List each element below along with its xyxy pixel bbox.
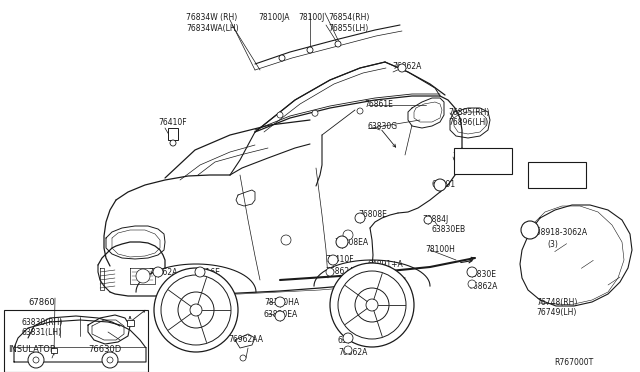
Text: 78100HA: 78100HA xyxy=(264,298,299,307)
Text: 63830(RH): 63830(RH) xyxy=(22,318,63,327)
Text: 76895(RH): 76895(RH) xyxy=(448,108,490,117)
Text: 63831(LH): 63831(LH) xyxy=(22,328,62,337)
Text: 76862A: 76862A xyxy=(468,282,497,291)
Text: 76861E: 76861E xyxy=(364,100,393,109)
Circle shape xyxy=(153,267,163,277)
Text: INSULATOR: INSULATOR xyxy=(8,345,56,354)
Text: 78100J: 78100J xyxy=(298,13,324,22)
Text: 76808EA: 76808EA xyxy=(334,238,368,247)
Text: (3): (3) xyxy=(547,240,558,249)
Circle shape xyxy=(335,41,341,47)
Text: 76808E: 76808E xyxy=(358,210,387,219)
Bar xyxy=(51,348,57,353)
Circle shape xyxy=(275,311,285,321)
Circle shape xyxy=(136,269,150,283)
Text: 78852P: 78852P xyxy=(540,182,568,191)
Text: 76410F: 76410F xyxy=(158,118,187,127)
Circle shape xyxy=(343,333,353,343)
Circle shape xyxy=(330,263,414,347)
Circle shape xyxy=(343,230,353,240)
Text: 76855(LH): 76855(LH) xyxy=(328,24,368,33)
Text: 78100H: 78100H xyxy=(425,245,455,254)
Circle shape xyxy=(281,235,291,245)
Circle shape xyxy=(275,297,285,307)
Text: 76962AA: 76962AA xyxy=(228,335,263,344)
Circle shape xyxy=(240,355,246,361)
Text: 76748(RH): 76748(RH) xyxy=(536,298,577,307)
Text: R767000T: R767000T xyxy=(554,358,593,367)
Circle shape xyxy=(307,47,313,53)
Circle shape xyxy=(434,179,446,191)
Circle shape xyxy=(328,255,338,265)
Circle shape xyxy=(154,268,238,352)
Text: 76896(LH): 76896(LH) xyxy=(448,118,488,127)
Circle shape xyxy=(178,292,214,328)
Circle shape xyxy=(336,236,348,248)
Text: 76805M: 76805M xyxy=(452,152,483,161)
Text: 76630D: 76630D xyxy=(88,345,121,354)
Circle shape xyxy=(344,346,352,354)
Circle shape xyxy=(468,280,476,288)
Text: 63830EB: 63830EB xyxy=(432,225,466,234)
Text: N08918-3062A: N08918-3062A xyxy=(530,228,587,237)
Circle shape xyxy=(277,112,283,118)
Circle shape xyxy=(107,357,113,363)
Circle shape xyxy=(170,140,176,146)
Bar xyxy=(454,148,512,174)
Text: 76862A: 76862A xyxy=(325,267,355,276)
Bar xyxy=(4,310,148,372)
Text: 76862A: 76862A xyxy=(392,62,421,71)
Bar xyxy=(528,162,586,188)
Circle shape xyxy=(355,213,365,223)
Text: 64891: 64891 xyxy=(432,180,456,189)
Bar xyxy=(168,128,178,140)
Bar xyxy=(127,320,134,326)
Text: N: N xyxy=(527,225,534,234)
Circle shape xyxy=(366,299,378,311)
Text: 63830E: 63830E xyxy=(468,270,497,279)
Text: 76854(RH): 76854(RH) xyxy=(328,13,369,22)
Text: 67860: 67860 xyxy=(28,298,55,307)
Circle shape xyxy=(312,110,318,116)
Circle shape xyxy=(190,304,202,316)
Text: 76862A: 76862A xyxy=(148,268,177,277)
Text: 76834WA(LH): 76834WA(LH) xyxy=(186,24,239,33)
Circle shape xyxy=(355,288,389,322)
Text: 76834W (RH): 76834W (RH) xyxy=(186,13,237,22)
Text: 76861S(RH): 76861S(RH) xyxy=(366,302,412,311)
Text: 76749(LH): 76749(LH) xyxy=(536,308,577,317)
Text: 78884J: 78884J xyxy=(422,215,448,224)
Text: 76862A: 76862A xyxy=(338,348,367,357)
Text: 76410F: 76410F xyxy=(325,255,354,264)
Circle shape xyxy=(102,352,118,368)
Circle shape xyxy=(279,55,285,61)
Circle shape xyxy=(338,271,406,339)
Circle shape xyxy=(521,221,539,239)
Text: 78100JA: 78100JA xyxy=(258,13,289,22)
Text: 76861T(LH): 76861T(LH) xyxy=(366,313,411,322)
Circle shape xyxy=(398,64,406,72)
Text: 63830E: 63830E xyxy=(338,336,367,345)
Text: 63830G: 63830G xyxy=(368,122,398,131)
Circle shape xyxy=(161,275,231,345)
Circle shape xyxy=(28,352,44,368)
Text: 63830EA: 63830EA xyxy=(264,310,298,319)
Text: 96116E: 96116E xyxy=(192,268,221,277)
Circle shape xyxy=(326,268,334,276)
Text: 64891+A: 64891+A xyxy=(368,260,404,269)
Circle shape xyxy=(33,357,39,363)
Circle shape xyxy=(424,216,432,224)
Circle shape xyxy=(357,108,363,114)
Circle shape xyxy=(195,267,205,277)
Circle shape xyxy=(467,267,477,277)
